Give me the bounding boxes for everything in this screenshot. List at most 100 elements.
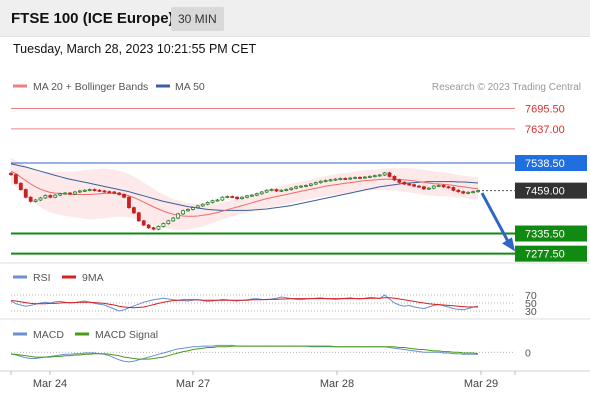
- candle-body: [92, 189, 97, 191]
- candle-body: [230, 196, 235, 198]
- candle-body: [97, 189, 102, 192]
- current-price-label-bg: [515, 182, 587, 199]
- candle-body: [456, 189, 461, 193]
- candle-body: [171, 217, 176, 222]
- ma20-legend-swatch: [13, 84, 27, 88]
- candle-body: [353, 177, 358, 179]
- candle-body: [451, 187, 456, 191]
- candle-body: [308, 183, 313, 186]
- candle-body: [235, 196, 240, 200]
- candle-body: [9, 172, 13, 176]
- copyright-label: Research © 2023 Trading Central: [432, 82, 581, 93]
- rsi-level-label: 30: [525, 306, 537, 318]
- candle-body: [63, 192, 67, 195]
- candle-body: [377, 174, 382, 177]
- candles: [9, 171, 480, 231]
- candle-body: [397, 179, 402, 183]
- x-tick-label: Mar 24: [33, 378, 67, 390]
- candle-body: [476, 190, 480, 193]
- candle-body: [161, 223, 166, 227]
- candle-body: [284, 189, 289, 191]
- bollinger-band: [11, 158, 478, 230]
- candle-body: [289, 187, 294, 190]
- support-label-bg: [515, 245, 587, 262]
- candle-body: [220, 196, 225, 201]
- candle-body: [240, 196, 244, 200]
- macd-signal-legend-label: MACD Signal: [95, 329, 158, 341]
- x-tick-label: Mar 29: [464, 378, 498, 390]
- candle-body: [333, 178, 338, 181]
- rsi-legend: RSI 9MA: [13, 272, 104, 284]
- candle-body: [249, 194, 254, 197]
- macd-legend-swatch: [13, 332, 27, 336]
- interval-button[interactable]: 30 MIN: [171, 7, 224, 31]
- candle-body: [259, 191, 264, 195]
- candle-body: [431, 185, 436, 189]
- candle-body: [343, 178, 348, 180]
- rsi-ma-line: [10, 297, 478, 309]
- candle-body: [43, 195, 48, 199]
- candle-body: [402, 181, 407, 185]
- candle-body: [23, 189, 28, 198]
- candle-body: [112, 191, 117, 194]
- macd-legend: MACD MACD Signal: [13, 329, 158, 341]
- candle-body: [363, 176, 367, 179]
- candle-body: [18, 182, 23, 190]
- support-label-bg: [515, 225, 587, 242]
- candle-body: [210, 200, 215, 203]
- candle-body: [102, 190, 107, 193]
- candle-body: [299, 185, 303, 188]
- candle-body: [38, 197, 43, 201]
- price-plot: 7695.50 7637.00 7538.50 7335.50 7277.50 7459.…: [9, 104, 587, 262]
- candle-body: [387, 172, 392, 177]
- candle-body: [87, 189, 92, 191]
- candle-body: [122, 194, 126, 198]
- candle-body: [156, 225, 161, 230]
- candle-body: [166, 220, 171, 225]
- candle-body: [107, 191, 112, 194]
- candle-body: [151, 227, 156, 230]
- ma50-line: [10, 163, 479, 211]
- candle-body: [279, 189, 284, 192]
- candle-body: [328, 179, 333, 182]
- candle-body: [269, 189, 274, 191]
- candle-body: [372, 175, 377, 178]
- candle-body: [195, 205, 200, 209]
- main-legend: MA 20 + Bollinger Bands MA 50 Research ©…: [13, 81, 581, 93]
- rsi-legend-swatch: [13, 275, 27, 279]
- support-label: 7277.50: [525, 249, 565, 261]
- candle-body: [131, 207, 136, 214]
- macd-plot: 0: [10, 344, 531, 363]
- candle-body: [146, 224, 151, 229]
- candle-body: [53, 194, 58, 198]
- x-axis: Mar 24 Mar 27 Mar 28 Mar 29: [10, 371, 516, 390]
- candle-body: [73, 191, 77, 195]
- candle-body: [348, 177, 353, 180]
- x-tick-label: Mar 28: [320, 378, 354, 390]
- rsi-level-label: 50: [525, 298, 537, 310]
- candle-body: [225, 196, 230, 198]
- instrument-title: FTSE 100 (ICE Europe): [11, 10, 174, 27]
- candle-body: [181, 210, 185, 215]
- rsi-level-label: 70: [525, 290, 537, 302]
- candle-body: [215, 199, 220, 202]
- rsi-ma-legend-label: 9MA: [82, 272, 104, 284]
- candle-body: [136, 212, 141, 222]
- candle-body: [48, 195, 53, 198]
- candle-body: [176, 213, 181, 219]
- candle-body: [461, 191, 466, 194]
- candle-body: [382, 172, 387, 176]
- candle-body: [367, 175, 372, 178]
- candle-body: [338, 178, 343, 180]
- candle-body: [58, 193, 63, 196]
- candle-body: [471, 191, 475, 194]
- candle-body: [294, 186, 299, 189]
- chart-header: FTSE 100 (ICE Europe) 30 MIN: [0, 0, 590, 37]
- candle-body: [392, 175, 397, 181]
- candle-body: [274, 189, 279, 192]
- candle-body: [141, 220, 146, 226]
- timestamp: Tuesday, March 28, 2023 10:21:55 PM CET: [13, 42, 257, 56]
- candle-body: [28, 196, 33, 202]
- support-label: 7335.50: [525, 229, 565, 241]
